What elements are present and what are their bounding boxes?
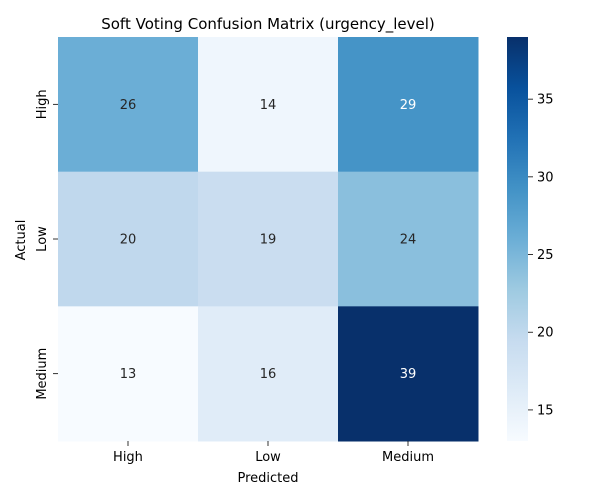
heatmap-cells: 26 14 29 20 19 24 13 16 39 [58,37,479,442]
cell-value-label: 16 [260,367,277,382]
y-tick-label: Medium [35,348,50,400]
y-axis-label: Actual [14,220,29,261]
heatmap-cell [338,171,479,307]
cell-value-label: 29 [400,98,417,113]
colorbar [507,37,528,441]
x-tick-label: Medium [382,450,434,465]
x-axis-label: Predicted [237,471,298,486]
heatmap-cell [198,37,339,173]
cell-value-label: 14 [260,98,277,113]
x-axis: High Low Medium [113,441,434,465]
colorbar-ticks: 15 20 25 30 35 [528,93,554,418]
cell-value-label: 24 [400,233,417,248]
chart-title: Soft Voting Confusion Matrix (urgency_le… [101,15,435,34]
heatmap-cell [198,171,339,307]
cell-value-label: 13 [120,367,137,382]
colorbar-tick-label: 35 [537,93,554,108]
x-tick-label: Low [255,450,281,465]
cell-value-label: 26 [120,98,137,113]
y-tick-label: Low [35,226,50,252]
heatmap-cell [58,37,199,173]
y-axis: High Low Medium [35,89,58,400]
heatmap-cell [338,306,479,442]
y-tick-label: High [35,89,50,119]
colorbar-tick-label: 30 [537,170,554,185]
heatmap-cell [58,306,199,442]
heatmap-cell [338,37,479,173]
colorbar-tick-label: 15 [537,403,554,418]
colorbar-tick-label: 25 [537,248,554,263]
cell-value-label: 19 [260,233,277,248]
cell-value-label: 20 [120,233,137,248]
heatmap-cell [58,171,199,307]
colorbar-tick-label: 20 [537,326,554,341]
x-tick-label: High [113,450,143,465]
heatmap-cell [198,306,339,442]
cell-value-label: 39 [400,367,417,382]
